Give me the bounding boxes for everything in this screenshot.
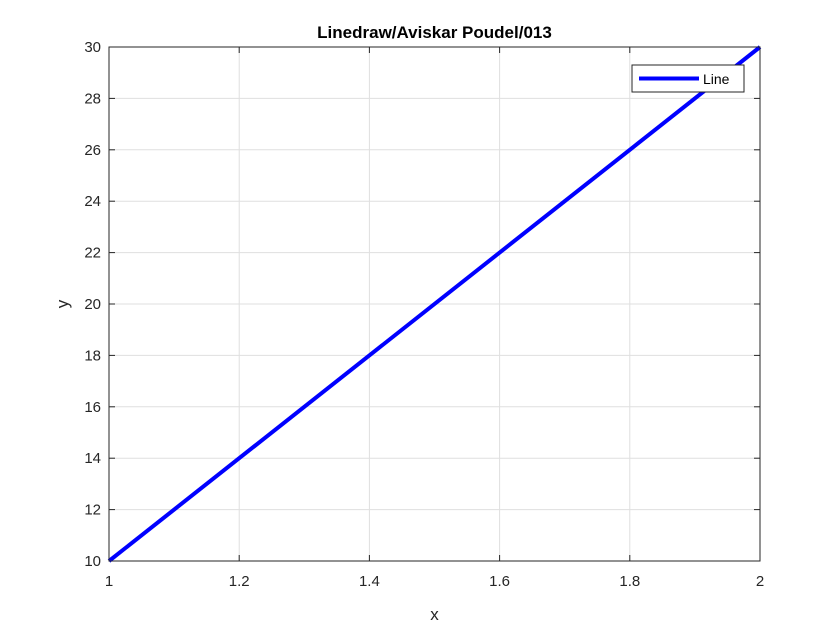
x-tick-label: 1 <box>105 573 113 590</box>
x-tick-label: 1.2 <box>229 573 250 590</box>
y-tick-label: 24 <box>84 193 101 210</box>
y-tick-label: 22 <box>84 245 101 262</box>
y-tick-label: 16 <box>84 399 101 416</box>
y-tick-label: 28 <box>84 90 101 107</box>
legend: Line <box>631 64 745 93</box>
x-tick-label: 1.4 <box>359 573 380 590</box>
y-tick-label: 18 <box>84 347 101 364</box>
legend-label: Line <box>703 71 730 87</box>
y-tick-label: 10 <box>84 553 101 570</box>
y-tick-label: 20 <box>84 296 101 313</box>
x-axis-label: x <box>430 605 439 624</box>
y-tick-label: 14 <box>84 450 101 467</box>
y-tick-label: 30 <box>84 39 101 56</box>
y-tick-label: 12 <box>84 502 101 519</box>
chart-title: Linedraw/Aviskar Poudel/013 <box>317 23 552 42</box>
axis-ticks: 1 1.2 1.4 1.6 1.8 2 10 12 14 16 18 20 22 24 26 28 30 <box>84 39 764 590</box>
x-tick-label: 1.8 <box>619 573 640 590</box>
y-tick-label: 26 <box>84 142 101 159</box>
x-tick-label: 2 <box>756 573 764 590</box>
y-axis-label: y <box>53 299 72 308</box>
series-layer <box>107 45 762 563</box>
x-tick-label: 1.6 <box>489 573 510 590</box>
series-line <box>107 45 762 563</box>
